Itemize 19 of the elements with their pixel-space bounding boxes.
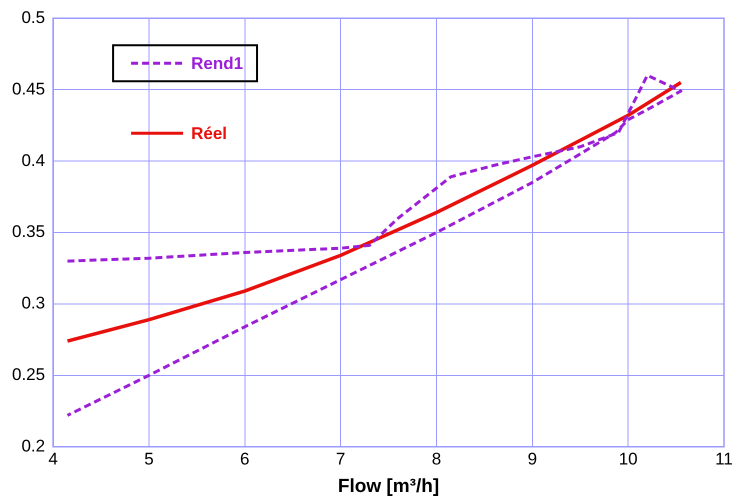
legend-label: Rend1 xyxy=(191,54,244,73)
x-tick-label: 11 xyxy=(715,450,733,469)
y-tick-label: 0.35 xyxy=(12,222,46,242)
x-tick-label: 10 xyxy=(618,450,638,469)
y-tick-label: 0.3 xyxy=(21,294,46,313)
y-tick-label: 0.4 xyxy=(21,150,46,170)
x-tick-label: 8 xyxy=(432,450,442,469)
x-axis-title: Flow [m³/h] xyxy=(338,476,440,497)
x-tick-label: 4 xyxy=(48,450,58,469)
y-tick-label: 0.45 xyxy=(12,79,46,98)
x-tick-label: 7 xyxy=(336,450,346,469)
y-tick-label: 0.5 xyxy=(21,8,46,27)
x-tick-label: 9 xyxy=(528,450,538,469)
x-tick-label: 5 xyxy=(144,450,154,469)
y-tick-label: 0.25 xyxy=(12,365,46,384)
x-tick-label: 6 xyxy=(240,450,250,469)
y-tick-label: 0.2 xyxy=(21,436,46,456)
legend-label: Réel xyxy=(191,124,228,143)
line-series xyxy=(66,74,682,417)
